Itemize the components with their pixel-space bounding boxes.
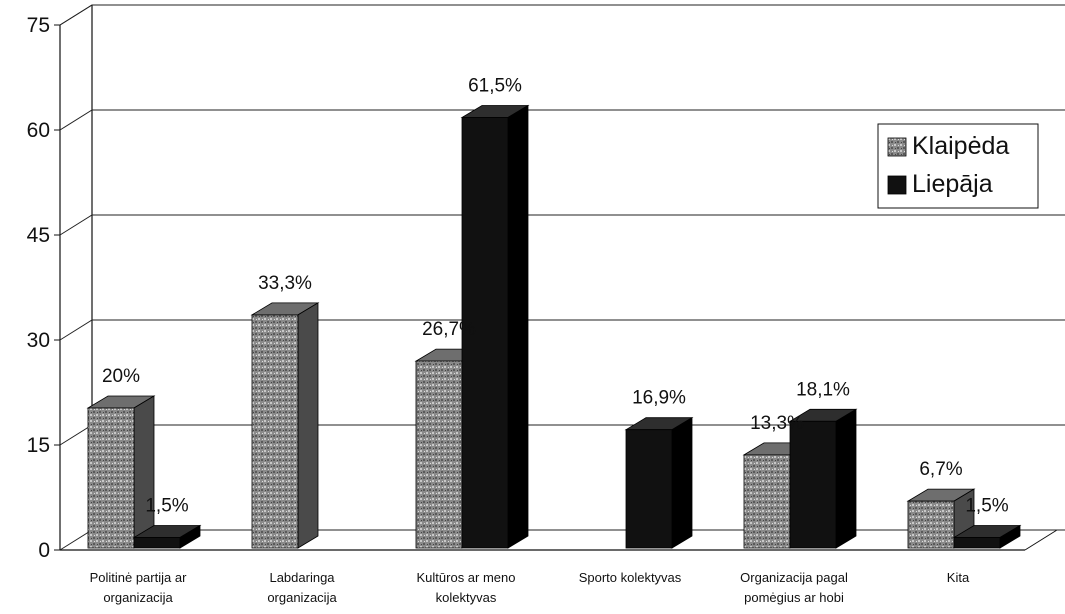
legend-label: Klaipėda xyxy=(912,132,1009,160)
data-label: 20% xyxy=(102,366,140,387)
data-label: 16,9% xyxy=(632,388,686,409)
plot-walls xyxy=(59,4,1058,551)
legend: Klaipėda Liepāja xyxy=(877,123,1039,209)
bar-liepaja xyxy=(952,524,1022,549)
floor-right-edge xyxy=(1024,529,1058,551)
data-label: 26,7% xyxy=(422,319,476,340)
y-tick-label: 45 xyxy=(27,224,50,247)
gridline xyxy=(59,109,1065,131)
data-label: 33,3% xyxy=(258,273,312,294)
category-label: Organizacija pagal pomėgius ar hobi xyxy=(740,570,848,605)
bar-klaipeda xyxy=(906,488,976,549)
data-label: 18,1% xyxy=(796,379,850,400)
category-label: Politinė partija ar organizacija xyxy=(90,570,187,605)
category-label: Kita xyxy=(947,570,970,585)
bar-liepaja xyxy=(788,408,858,549)
y-tick-label: 30 xyxy=(27,329,50,352)
gridline xyxy=(59,319,1065,341)
data-label: 61,5% xyxy=(468,76,522,97)
y-tick-label: 0 xyxy=(38,539,50,562)
y-tick-label: 15 xyxy=(27,434,50,457)
bar-liepaja xyxy=(460,104,530,549)
bar-klaipeda xyxy=(250,302,320,549)
data-labels: 20%33,3%26,7%13,3%6,7%1,5%61,5%16,9% 18,1… xyxy=(102,76,1009,517)
bar-liepaja xyxy=(132,524,202,549)
data-label: 13,3% xyxy=(750,413,804,434)
data-label: 1,5% xyxy=(145,496,188,517)
y-tick-label: 60 xyxy=(27,119,50,142)
bars xyxy=(86,104,1022,549)
data-label: 6,7% xyxy=(919,459,962,480)
category-label: Sporto kolektyvas xyxy=(579,570,682,585)
legend-swatch xyxy=(887,137,907,157)
bar-klaipeda xyxy=(86,395,156,549)
legend-swatch xyxy=(887,175,907,195)
y-axis-ticks: 0 15 30 45 60 75 xyxy=(27,14,60,562)
gridline xyxy=(59,424,1065,446)
category-label: Kultūros ar meno kolektyvas xyxy=(417,570,516,605)
bar-liepaja xyxy=(624,416,694,549)
category-labels: Politinė partija ar organizacija Labdaring… xyxy=(90,570,970,605)
gridline xyxy=(59,214,1065,236)
data-label: 1,5% xyxy=(965,496,1008,517)
y-tick-label: 75 xyxy=(27,14,50,37)
gridline xyxy=(59,4,1065,26)
category-label: Labdaringa organizacija xyxy=(267,570,337,605)
legend-label: Liepāja xyxy=(912,170,993,198)
gridlines xyxy=(59,4,1065,551)
